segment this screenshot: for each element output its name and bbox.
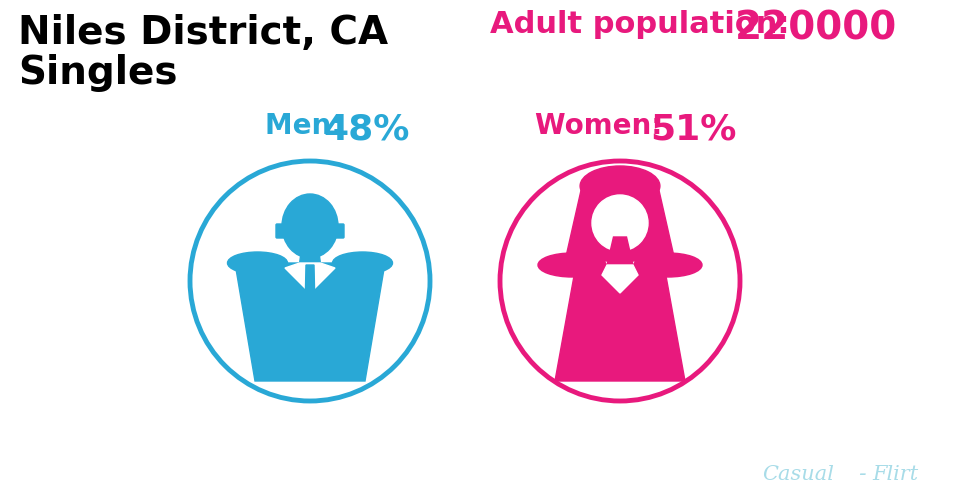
Polygon shape	[565, 187, 675, 262]
Text: 220000: 220000	[735, 10, 898, 48]
Polygon shape	[300, 245, 321, 264]
Polygon shape	[305, 266, 315, 326]
Text: Women:: Women:	[535, 112, 672, 140]
FancyBboxPatch shape	[335, 224, 344, 238]
Polygon shape	[285, 264, 335, 294]
Polygon shape	[607, 237, 633, 266]
Text: -: -	[858, 463, 866, 483]
Text: Men:: Men:	[265, 112, 352, 140]
Polygon shape	[555, 266, 685, 381]
Circle shape	[592, 195, 648, 252]
Text: 48%: 48%	[323, 112, 409, 146]
FancyBboxPatch shape	[276, 224, 285, 238]
Polygon shape	[235, 264, 385, 381]
Text: Niles District, CA: Niles District, CA	[18, 14, 388, 52]
Text: Flirt: Flirt	[872, 464, 918, 483]
Ellipse shape	[332, 253, 393, 275]
Text: Adult population:: Adult population:	[490, 10, 800, 39]
Ellipse shape	[580, 167, 660, 206]
Polygon shape	[602, 266, 638, 294]
Text: Casual: Casual	[762, 464, 834, 483]
Ellipse shape	[282, 194, 338, 259]
Text: 51%: 51%	[650, 112, 736, 146]
Ellipse shape	[634, 254, 702, 278]
Ellipse shape	[228, 253, 287, 275]
Ellipse shape	[538, 254, 606, 278]
Text: Singles: Singles	[18, 54, 178, 92]
